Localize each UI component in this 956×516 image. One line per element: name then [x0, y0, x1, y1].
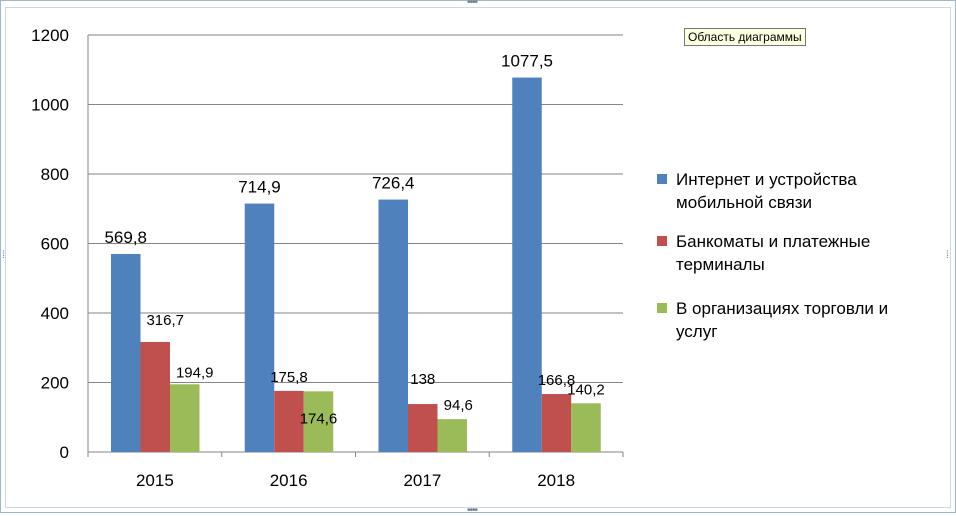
data-label: 138 — [410, 371, 435, 388]
resize-handle-left[interactable]: ⁞ — [2, 250, 5, 261]
resize-handle-top[interactable]: •••• — [467, 0, 478, 8]
y-tick-label: 0 — [60, 443, 69, 462]
bar-2 — [541, 394, 572, 452]
resize-handle-right[interactable]: ⁞ — [946, 250, 949, 261]
data-label: 94,6 — [444, 397, 473, 414]
x-tick-label: 2015 — [136, 471, 174, 490]
data-label: 175,8 — [270, 369, 308, 386]
bar-1 — [512, 77, 542, 452]
bar-1 — [111, 253, 141, 452]
bar-2 — [140, 341, 170, 452]
data-label: 140,2 — [567, 381, 605, 398]
bar-3 — [170, 384, 200, 452]
data-label: 174,6 — [300, 410, 338, 427]
legend-label: мобильной связи — [676, 193, 812, 212]
data-label: 316,7 — [146, 312, 184, 329]
y-tick-label: 1200 — [31, 26, 69, 45]
chart-area-tooltip: Область диаграммы — [684, 28, 806, 46]
bar-1 — [378, 199, 408, 452]
y-tick-label: 400 — [41, 304, 69, 323]
legend-label: терминалы — [676, 255, 765, 274]
data-label: 714,9 — [238, 178, 281, 197]
data-label: 194,9 — [176, 364, 214, 381]
y-tick-label: 600 — [41, 235, 69, 254]
data-label: 726,4 — [372, 174, 415, 193]
legend-label: Интернет и устройства — [676, 170, 857, 189]
legend-label: В организациях торговли и — [676, 299, 888, 318]
legend-swatch-2 — [657, 236, 667, 246]
legend-label: Банкоматы и платежные — [676, 232, 870, 251]
bar-1 — [244, 203, 275, 452]
chart-border — [5, 7, 951, 508]
x-tick-label: 2016 — [270, 471, 308, 490]
bar-2 — [274, 390, 304, 452]
data-label: 569,8 — [104, 228, 147, 247]
data-label: 166,8 — [538, 372, 576, 389]
legend-label: услуг — [676, 322, 717, 341]
resize-handle-bottom[interactable]: •••• — [467, 505, 478, 516]
bar-2 — [408, 404, 438, 452]
legend-swatch-1 — [657, 174, 667, 184]
bar-3 — [571, 403, 601, 452]
y-tick-label: 200 — [41, 374, 69, 393]
bar-3 — [303, 391, 334, 452]
y-tick-label: 1000 — [31, 96, 69, 115]
data-label: 1077,5 — [501, 52, 553, 71]
y-tick-label: 800 — [41, 165, 69, 184]
x-tick-label: 2018 — [537, 471, 575, 490]
legend-swatch-3 — [657, 303, 667, 313]
bar-3 — [437, 419, 467, 452]
x-tick-label: 2017 — [403, 471, 441, 490]
